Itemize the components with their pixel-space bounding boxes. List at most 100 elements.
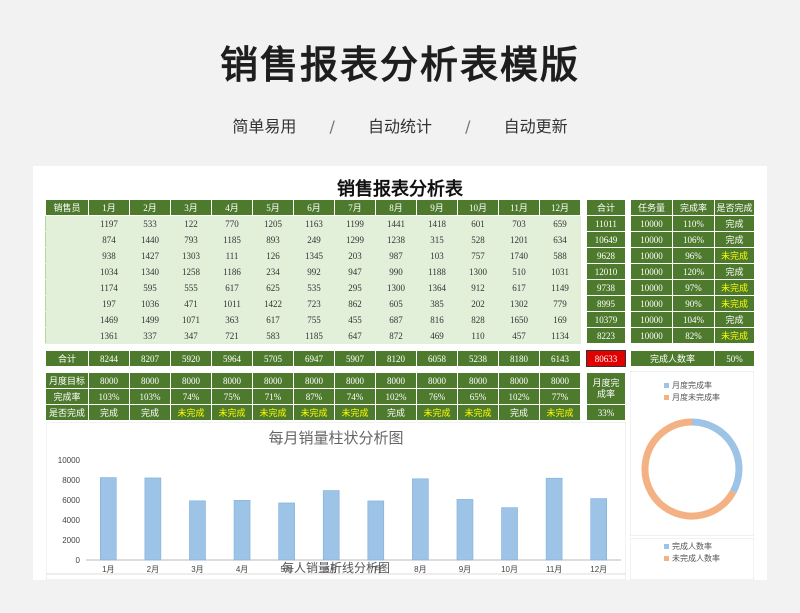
- month-target-cell: 8000: [416, 372, 458, 389]
- task-status: 完成: [714, 231, 755, 248]
- spreadsheet-preview: 销售报表分析表 销售员 1月 2月 3月 4月 5月 6月 7月 8月 9月 10月 11月 12月 11…: [33, 166, 767, 580]
- table-row: 874 1440 793 1185 893 249 1299 1238 315 528 1201 63…: [45, 231, 581, 248]
- sales-cell: 634: [539, 231, 581, 248]
- month-target-cell: 8000: [457, 372, 499, 389]
- header-month: 10月: [457, 199, 499, 216]
- sales-cell: 757: [457, 247, 499, 264]
- sales-cell: 122: [170, 215, 212, 232]
- sales-cell: 1364: [416, 279, 458, 296]
- task-row: 10000 106% 完成: [630, 231, 755, 248]
- sales-cell: 455: [334, 311, 376, 328]
- sheet-title: 销售报表分析表: [337, 179, 463, 200]
- task-status: 未完成: [714, 247, 755, 264]
- task-target: 10000: [630, 231, 673, 248]
- sales-cell: 533: [129, 215, 171, 232]
- task-rate: 120%: [672, 263, 715, 280]
- donut-slice: [641, 418, 737, 520]
- sales-cell: 874: [88, 231, 130, 248]
- sales-cell: 816: [416, 311, 458, 328]
- month-rate-cell: 103%: [129, 388, 171, 405]
- month-target-cell: 8000: [375, 372, 417, 389]
- legend-label: 月度未完成率: [672, 392, 720, 402]
- month-rate-cell: 103%: [88, 388, 130, 405]
- table-row: 1174 595 555 617 625 535 295 1300 1364 912 617 1149: [45, 279, 581, 296]
- header-month: 12月: [539, 199, 581, 216]
- line-chart-title: 每人销量折线分析图: [282, 560, 390, 575]
- sales-cell: 234: [252, 263, 294, 280]
- month-done-label: 是否完成: [45, 404, 89, 421]
- header-month: 1月: [88, 199, 130, 216]
- totals-cell: 5920: [170, 350, 212, 367]
- salesperson-cell: [45, 295, 89, 312]
- month-rate-cell: 65%: [457, 388, 499, 405]
- sales-cell: 1036: [129, 295, 171, 312]
- sales-cell: 947: [334, 263, 376, 280]
- sales-cell: 1163: [293, 215, 335, 232]
- row-total-cell: 8223: [586, 327, 626, 344]
- people-rate-value: 50%: [714, 350, 755, 367]
- sales-cell: 1201: [498, 231, 540, 248]
- table-row: 1197 533 122 770 1205 1163 1199 1441 1418 601 703 6…: [45, 215, 581, 232]
- legend-swatch: [664, 383, 669, 388]
- sales-cell: 197: [88, 295, 130, 312]
- sales-cell: 510: [498, 263, 540, 280]
- month-target-cell: 8000: [252, 372, 294, 389]
- month-target-cell: 8000: [498, 372, 540, 389]
- sales-cell: 528: [457, 231, 499, 248]
- sales-cell: 457: [498, 327, 540, 344]
- sales-cell: 1258: [170, 263, 212, 280]
- sales-cell: 1740: [498, 247, 540, 264]
- bar: [322, 490, 340, 561]
- sales-cell: 617: [211, 279, 253, 296]
- bar: [501, 507, 518, 561]
- salesperson-cell: [45, 263, 89, 280]
- y-tick-label: 6000: [62, 496, 80, 505]
- task-row: 10000 82% 未完成: [630, 327, 755, 344]
- grand-total: 80633: [586, 350, 626, 367]
- y-tick-label: 2000: [62, 536, 80, 545]
- sales-cell: 203: [334, 247, 376, 264]
- month-rate-cell: 102%: [498, 388, 540, 405]
- bar: [456, 499, 474, 561]
- sales-cell: 1300: [457, 263, 499, 280]
- bar: [189, 500, 206, 561]
- sales-cell: 1441: [375, 215, 417, 232]
- task-header: 任务量: [630, 199, 673, 216]
- row-total-cell: 10379: [586, 311, 626, 328]
- sales-cell: 1345: [293, 247, 335, 264]
- sales-cell: 793: [170, 231, 212, 248]
- month-target-cell: 8000: [170, 372, 212, 389]
- month-done-cell: 完成: [88, 404, 130, 421]
- sales-cell: 1174: [88, 279, 130, 296]
- sales-cell: 385: [416, 295, 458, 312]
- bar: [590, 498, 608, 561]
- totals-row: 合计 8244 8207 5920 5964 5705 6947 5907 8120 6058 52…: [45, 350, 581, 367]
- sales-cell: 295: [334, 279, 376, 296]
- sales-cell: 1149: [539, 279, 581, 296]
- task-status: 完成: [714, 215, 755, 232]
- sales-cell: 1303: [170, 247, 212, 264]
- table-row: 1034 1340 1258 1186 234 992 947 990 1188 1300 510 1…: [45, 263, 581, 280]
- sales-cell: 755: [293, 311, 335, 328]
- x-tick-label: 6月: [325, 565, 337, 574]
- sales-cell: 1650: [498, 311, 540, 328]
- sales-cell: 625: [252, 279, 294, 296]
- sales-cell: 1340: [129, 263, 171, 280]
- month-done-cell: 完成: [498, 404, 540, 421]
- task-header: 完成率: [672, 199, 715, 216]
- x-tick-label: 3月: [191, 565, 203, 574]
- sales-cell: 617: [498, 279, 540, 296]
- sales-cell: 990: [375, 263, 417, 280]
- salesperson-cell: [45, 279, 89, 296]
- sales-cell: 828: [457, 311, 499, 328]
- month-done-cell: 未完成: [211, 404, 253, 421]
- salesperson-cell: [45, 247, 89, 264]
- chart-title: 每月销量柱状分析图: [268, 429, 403, 447]
- month-rate-label: 月度完 成率: [586, 372, 626, 405]
- task-rate: 104%: [672, 311, 715, 328]
- sales-cell: 893: [252, 231, 294, 248]
- totals-cell: 8244: [88, 350, 130, 367]
- sales-cell: 1418: [416, 215, 458, 232]
- sales-cell: 770: [211, 215, 253, 232]
